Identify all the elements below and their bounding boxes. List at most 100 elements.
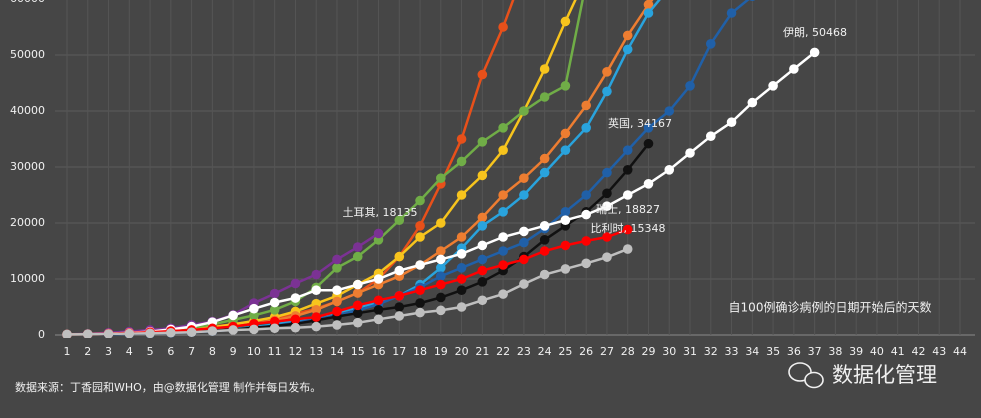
- data-point: [352, 308, 363, 318]
- data-point: [539, 221, 550, 231]
- y-tick-label: 20000: [10, 216, 45, 229]
- data-point: [103, 329, 114, 338]
- data-point: [456, 190, 467, 200]
- data-point: [519, 254, 529, 265]
- data-point: [498, 260, 508, 270]
- data-point: [332, 285, 342, 296]
- data-point: [643, 179, 654, 189]
- data-point: [809, 47, 820, 58]
- data-point: [539, 269, 550, 280]
- data-point: [581, 258, 591, 269]
- data-point: [498, 246, 508, 256]
- data-point: [332, 320, 342, 330]
- data-point: [415, 260, 425, 270]
- data-point: [456, 134, 467, 144]
- x-tick-label: 41: [891, 345, 905, 358]
- data-point: [622, 190, 633, 200]
- x-tick-label: 2: [84, 345, 91, 358]
- data-point: [622, 165, 633, 175]
- data-point: [456, 263, 467, 273]
- data-point: [332, 254, 342, 265]
- data-point: [477, 295, 488, 306]
- annotation: 比利时, 15348: [591, 222, 666, 235]
- data-point: [352, 279, 363, 290]
- annotation: 土耳其, 18135: [343, 206, 418, 219]
- data-point: [539, 235, 550, 245]
- data-point: [498, 123, 508, 133]
- data-point: [477, 221, 488, 231]
- data-point: [477, 254, 488, 265]
- data-point: [602, 167, 612, 178]
- x-tick-label: 21: [475, 345, 489, 358]
- data-point: [456, 302, 467, 312]
- data-point: [477, 277, 488, 287]
- x-tick-label: 36: [787, 345, 801, 358]
- x-tick-label: 4: [126, 345, 133, 358]
- data-point: [394, 311, 405, 321]
- data-point: [498, 289, 508, 299]
- data-point: [290, 278, 301, 289]
- data-point: [664, 165, 675, 175]
- data-point: [394, 251, 405, 262]
- data-point: [415, 232, 425, 242]
- data-point: [332, 306, 342, 317]
- data-point: [643, 8, 654, 18]
- data-point: [498, 190, 508, 200]
- x-tick-label: 40: [870, 345, 884, 358]
- data-point: [269, 316, 280, 327]
- x-tick-label: 18: [413, 345, 427, 358]
- data-point: [373, 305, 384, 315]
- data-point: [249, 310, 259, 321]
- data-point: [456, 232, 467, 242]
- x-tick-label: 24: [538, 345, 552, 358]
- y-tick-label: 40000: [10, 104, 45, 117]
- x-axis-label: 自100例确诊病例的日期开始后的天数: [729, 300, 932, 315]
- data-point: [602, 201, 612, 211]
- data-point: [352, 242, 363, 252]
- labels: 0100002000030000400005000060000123456789…: [10, 0, 967, 358]
- series-line: [66, 228, 629, 336]
- brand-name: 数据化管理: [832, 363, 937, 387]
- data-point: [373, 314, 384, 325]
- data-point: [145, 328, 155, 338]
- data-point: [477, 265, 488, 276]
- data-point: [290, 293, 301, 303]
- data-point: [373, 274, 384, 284]
- x-tick-label: 35: [766, 345, 780, 358]
- data-point: [311, 321, 322, 332]
- data-point: [249, 303, 259, 314]
- data-point: [726, 8, 737, 18]
- x-tick-label: 14: [330, 345, 344, 358]
- annotation: 瑞士, 18827: [596, 202, 660, 216]
- y-tick-label: 50000: [10, 48, 45, 61]
- data-point: [560, 145, 571, 155]
- data-point: [311, 285, 322, 296]
- data-point: [602, 188, 612, 199]
- data-point: [477, 137, 488, 147]
- x-tick-label: 38: [828, 345, 842, 358]
- data-point: [415, 285, 425, 296]
- data-point: [394, 291, 405, 301]
- data-point: [477, 170, 488, 181]
- data-point: [581, 209, 591, 220]
- data-point: [519, 106, 529, 116]
- x-tick-label: 10: [247, 345, 261, 358]
- data-point: [581, 190, 591, 200]
- data-point: [269, 305, 280, 315]
- data-point: [705, 39, 716, 49]
- x-tick-label: 33: [725, 345, 739, 358]
- data-point: [394, 265, 405, 276]
- x-tick-label: 26: [579, 345, 593, 358]
- data-point: [352, 288, 363, 298]
- plot-area: [62, 0, 820, 338]
- x-tick-label: 37: [808, 345, 822, 358]
- x-tick-label: 28: [621, 345, 635, 358]
- data-point: [789, 64, 799, 74]
- x-tick-label: 16: [372, 345, 386, 358]
- data-point: [768, 81, 778, 91]
- data-point: [539, 64, 550, 74]
- x-tick-label: 20: [455, 345, 469, 358]
- data-point: [498, 207, 508, 217]
- data-point: [519, 237, 529, 248]
